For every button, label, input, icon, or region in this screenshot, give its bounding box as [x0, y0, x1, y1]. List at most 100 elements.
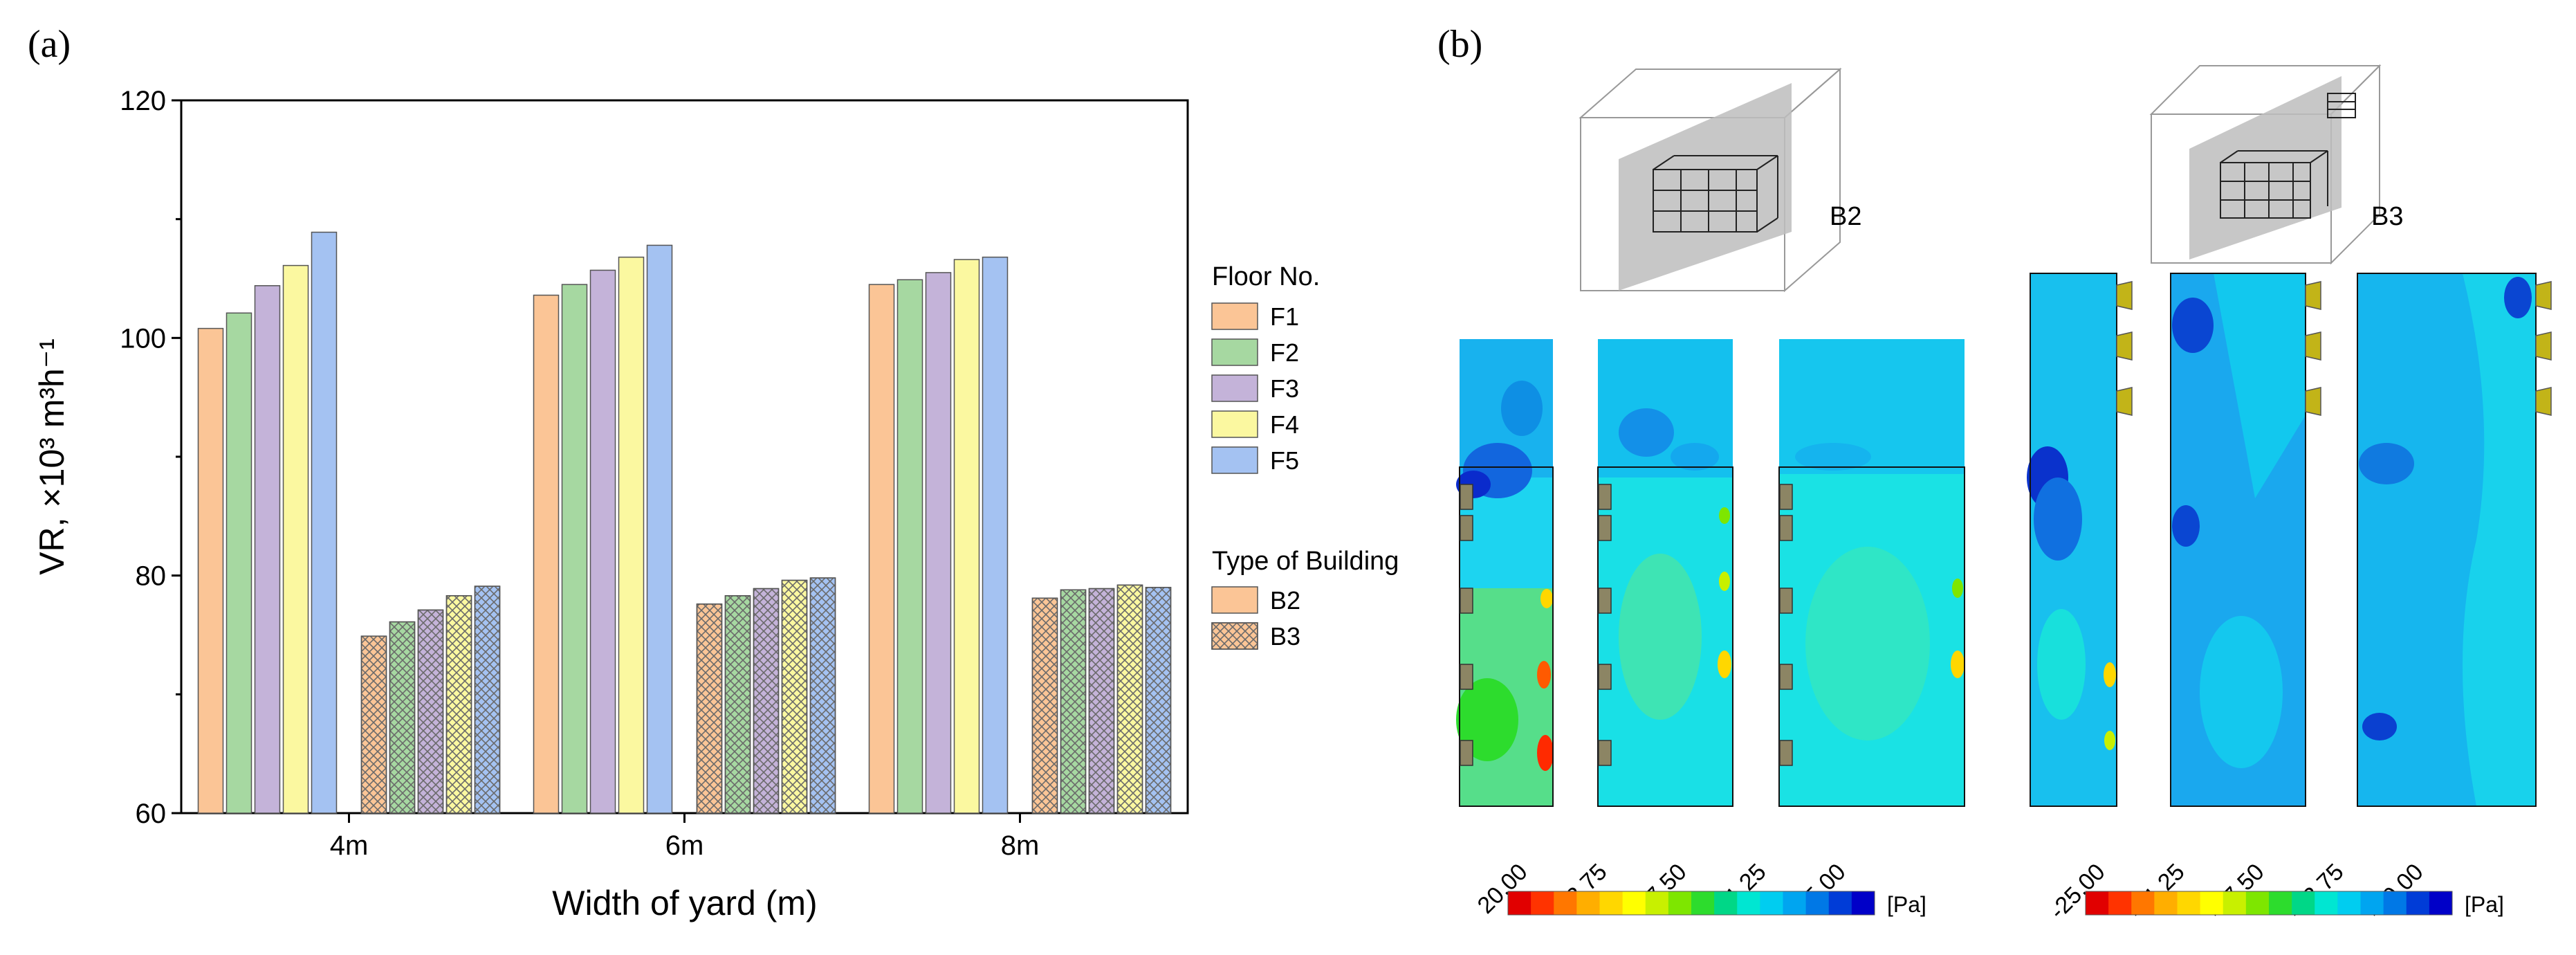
- b2-colorbar-unit: [Pa]: [1887, 892, 1926, 917]
- colorbar-step: [1714, 891, 1738, 915]
- legend-swatch-F5: [1211, 446, 1258, 474]
- bar-hatch-F3-6m: [753, 588, 780, 814]
- legend-type-title: Type of Building: [1212, 547, 1399, 576]
- y-axis: 60 80 100 120: [120, 86, 181, 829]
- legend-hatch-B3: [1211, 622, 1258, 650]
- panel-b-label: (b): [1437, 23, 1482, 66]
- bar-series: [197, 231, 1172, 814]
- y-tick-label: 120: [120, 86, 166, 116]
- x-tick-label: 4m: [330, 830, 369, 861]
- colorbar-step: [2315, 891, 2338, 915]
- legend-floor-title: Floor No.: [1212, 262, 1320, 291]
- bar-B2-F3-4m: [254, 285, 281, 814]
- legend-swatch-F2: [1211, 338, 1258, 366]
- bar-B2-F5-4m: [311, 231, 338, 814]
- bar-B2-F5-6m: [646, 244, 673, 814]
- colorbar-step: [1691, 891, 1715, 915]
- bar-hatch-F2-6m: [724, 595, 751, 814]
- bar-hatch-F4-6m: [781, 579, 808, 814]
- bar-B2-F4-6m: [618, 256, 645, 814]
- colorbar-step: [1622, 891, 1646, 915]
- legend-swatch-B2: [1211, 586, 1258, 614]
- b3-pressure-contour-4m: [2027, 273, 2133, 807]
- colorbar-step: [2177, 891, 2201, 915]
- b3-pressure-contour-6m: [2170, 273, 2321, 807]
- b3-colorbar: -25.00-31.25-37.50-43.75-50.00 [Pa]: [2045, 859, 2504, 925]
- b3-model-sketch: B3: [2149, 64, 2403, 265]
- bar-hatch-F1-8m: [1031, 597, 1058, 814]
- colorbar-border: [1507, 891, 1875, 916]
- colorbar-step: [1737, 891, 1760, 915]
- bar-hatch-F5-8m: [1145, 587, 1172, 814]
- colorbar-step: [2200, 891, 2224, 915]
- legend-swatch-F1: [1211, 302, 1258, 330]
- legend-label-B2: B2: [1270, 586, 1300, 615]
- bar-hatch-F4-4m: [445, 595, 472, 814]
- legend-label-F2: F2: [1270, 338, 1299, 367]
- colorbar-step: [1828, 891, 1852, 915]
- colorbar-border: [2085, 891, 2453, 916]
- bar-hatch-F4-8m: [1116, 584, 1143, 814]
- x-axis-label: Width of yard (m): [552, 884, 817, 922]
- b2-pressure-contour-4m: [1456, 339, 1554, 807]
- bar-B2-F5-8m: [982, 256, 1009, 814]
- bar-B2-F3-8m: [925, 272, 952, 814]
- bar-B2-F2-6m: [561, 284, 588, 814]
- legend-label-F1: F1: [1270, 302, 1299, 331]
- bar-B2-F3-6m: [589, 269, 616, 814]
- legend-label-F4: F4: [1270, 410, 1299, 439]
- colorbar-step: [2245, 891, 2270, 915]
- colorbar-step: [1668, 891, 1692, 915]
- colorbar-step: [1576, 891, 1600, 915]
- colorbar-step: [1760, 891, 1783, 915]
- x-tick-label: 8m: [1001, 830, 1040, 861]
- y-tick-label: 80: [136, 561, 167, 592]
- bar-hatch-F2-8m: [1060, 589, 1087, 814]
- colorbar-step: [2131, 891, 2155, 915]
- legend-label-F5: F5: [1270, 446, 1299, 475]
- y-axis-label: VR, ×10³ m³h⁻¹: [33, 338, 71, 575]
- colorbar-step: [2154, 891, 2178, 915]
- colorbar-step: [1805, 891, 1830, 915]
- colorbar-step: [2406, 891, 2430, 915]
- bar-hatch-F5-6m: [809, 577, 836, 814]
- colorbar-step: [1851, 891, 1875, 915]
- bar-B2-F1-6m: [533, 294, 560, 814]
- y-tick-label: 60: [136, 799, 167, 829]
- b3-pressure-contour-8m: [2357, 273, 2552, 807]
- bar-B2-F2-8m: [896, 279, 923, 814]
- legend-label-F3: F3: [1270, 374, 1299, 403]
- bar-B2-F4-8m: [953, 259, 980, 814]
- colorbar-step: [2383, 891, 2407, 915]
- colorbar-step: [1783, 891, 1807, 915]
- bar-hatch-F3-8m: [1088, 588, 1115, 814]
- bar-hatch-F5-4m: [474, 585, 501, 814]
- b2-model-label: B2: [1830, 202, 1861, 231]
- bar-hatch-F3-4m: [417, 609, 444, 814]
- bar-B2-F1-4m: [197, 327, 224, 814]
- bar-hatch-F1-4m: [360, 635, 387, 814]
- colorbar-step: [2292, 891, 2315, 915]
- colorbar-step: [2223, 891, 2247, 915]
- bar-B2-F1-8m: [868, 284, 895, 814]
- colorbar-step: [1645, 891, 1669, 915]
- colorbar-step: [2337, 891, 2361, 915]
- colorbar-step: [1599, 891, 1623, 915]
- colorbar-step: [2086, 891, 2109, 915]
- legend: Floor No. F1 F2 F3 F4 F5 Type of Building B2…: [1211, 262, 1399, 651]
- legend-swatch-F3: [1211, 374, 1258, 402]
- y-tick-label: 100: [120, 323, 166, 354]
- b2-pressure-contour-8m: [1778, 339, 1965, 807]
- colorbar-step: [1531, 891, 1554, 915]
- b2-pressure-contour-6m: [1597, 339, 1733, 807]
- bar-B2-F2-4m: [226, 312, 252, 814]
- x-tick-label: 6m: [665, 830, 704, 861]
- bar-B2-F4-4m: [282, 264, 309, 814]
- colorbar-step: [2429, 891, 2453, 915]
- b2-model-sketch: B2: [1579, 67, 1861, 293]
- bar-hatch-F1-6m: [696, 603, 723, 814]
- colorbar-step: [1554, 891, 1577, 915]
- colorbar-step: [1508, 891, 1531, 915]
- panel-a-label: (a): [28, 23, 71, 66]
